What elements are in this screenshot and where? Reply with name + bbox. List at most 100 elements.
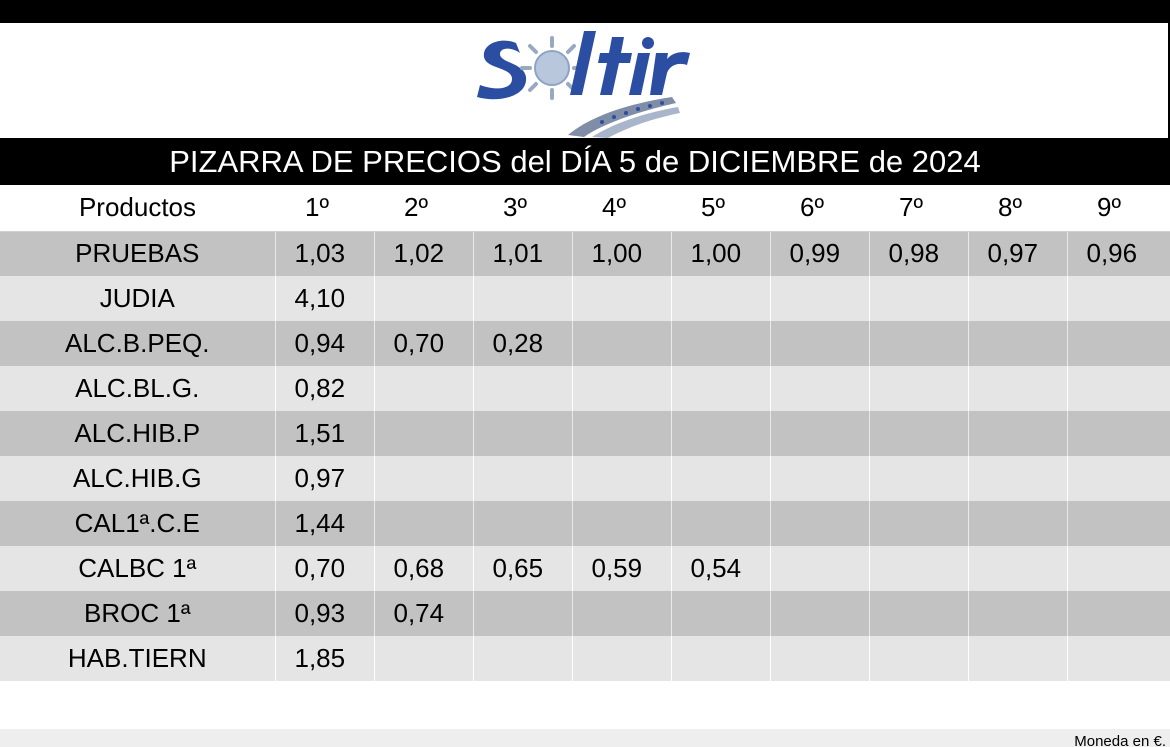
price-cell	[670, 456, 770, 501]
price-cell: 1,85	[274, 636, 374, 681]
price-cell	[868, 501, 968, 546]
price-cell	[670, 411, 770, 456]
price-cell	[472, 276, 572, 321]
price-cell: 0,68	[373, 546, 473, 591]
price-cell	[1066, 456, 1170, 501]
price-cell	[373, 636, 473, 681]
price-cell	[571, 591, 671, 636]
price-cell: 4,10	[274, 276, 374, 321]
price-cell: 1,02	[373, 231, 473, 276]
price-cell	[373, 411, 473, 456]
product-name-cell: HAB.TIERN	[0, 636, 275, 681]
price-cell	[1066, 501, 1170, 546]
price-cell	[868, 456, 968, 501]
price-cell	[571, 276, 671, 321]
price-cell	[769, 591, 869, 636]
table-row: CALBC 1ª 0,70 0,68 0,65 0,59 0,54	[0, 546, 1170, 591]
product-name-cell: JUDIA	[0, 276, 275, 321]
table-row: BROC 1ª 0,93 0,74	[0, 591, 1170, 636]
column-header-price-1: 1º	[275, 185, 374, 232]
table-row: JUDIA 4,10	[0, 276, 1170, 321]
price-cell	[868, 636, 968, 681]
column-header-price-3: 3º	[473, 185, 572, 232]
price-cell	[769, 501, 869, 546]
column-header-products: Productos	[0, 185, 275, 232]
price-cell	[967, 546, 1067, 591]
price-cell: 0,28	[472, 321, 572, 366]
price-cell: 0,65	[472, 546, 572, 591]
price-cell	[769, 366, 869, 411]
price-table-body: PRUEBAS 1,03 1,02 1,01 1,00 1,00 0,99 0,98 0,97 0…	[0, 231, 1170, 681]
price-cell	[967, 591, 1067, 636]
price-cell: 0,59	[571, 546, 671, 591]
price-cell	[571, 636, 671, 681]
price-cell	[868, 591, 968, 636]
price-cell: 0,96	[1066, 231, 1170, 276]
price-cell	[769, 276, 869, 321]
column-header-price-2: 2º	[374, 185, 473, 232]
price-cell	[769, 456, 869, 501]
price-cell: 0,97	[967, 231, 1067, 276]
logo-area	[0, 23, 1170, 138]
product-name-cell: ALC.HIB.P	[0, 411, 275, 456]
product-name-cell: ALC.HIB.G	[0, 456, 275, 501]
table-row: ALC.HIB.P 1,51	[0, 411, 1170, 456]
price-cell: 1,03	[274, 231, 374, 276]
price-cell	[373, 501, 473, 546]
price-cell	[373, 456, 473, 501]
price-cell	[1066, 636, 1170, 681]
sun-road-logo	[477, 31, 690, 138]
footer-band	[0, 729, 1170, 747]
price-cell	[472, 411, 572, 456]
column-header-price-4: 4º	[572, 185, 671, 232]
product-name-cell: PRUEBAS	[0, 231, 275, 276]
price-cell	[868, 546, 968, 591]
price-cell	[670, 636, 770, 681]
price-cell	[472, 456, 572, 501]
column-header-price-9: 9º	[1067, 185, 1170, 232]
currency-note: Moneda en €.	[1074, 733, 1166, 747]
price-cell	[1066, 321, 1170, 366]
price-cell	[571, 321, 671, 366]
price-cell: 0,99	[769, 231, 869, 276]
price-cell	[967, 636, 1067, 681]
price-cell	[472, 501, 572, 546]
product-name-cell: ALC.BL.G.	[0, 366, 275, 411]
price-cell	[373, 276, 473, 321]
table-row: CAL1ª.C.E 1,44	[0, 501, 1170, 546]
table-row: ALC.HIB.G 0,97	[0, 456, 1170, 501]
price-cell	[967, 276, 1067, 321]
page-title: PIZARRA DE PRECIOS del DÍA 5 de DICIEMBR…	[0, 138, 1170, 185]
top-black-bar	[0, 0, 1170, 23]
price-cell	[670, 321, 770, 366]
price-cell	[967, 321, 1067, 366]
table-row: PRUEBAS 1,03 1,02 1,01 1,00 1,00 0,99 0,98 0,97 0…	[0, 231, 1170, 276]
column-header-price-5: 5º	[671, 185, 770, 232]
price-cell	[967, 456, 1067, 501]
product-name-cell: ALC.B.PEQ.	[0, 321, 275, 366]
table-row: ALC.B.PEQ. 0,94 0,70 0,28	[0, 321, 1170, 366]
price-cell	[868, 411, 968, 456]
price-cell	[571, 456, 671, 501]
column-header-price-7: 7º	[869, 185, 968, 232]
table-row: HAB.TIERN 1,85	[0, 636, 1170, 681]
price-cell: 1,00	[670, 231, 770, 276]
price-cell	[1066, 276, 1170, 321]
price-cell: 0,70	[274, 546, 374, 591]
price-cell: 1,00	[571, 231, 671, 276]
price-cell	[472, 366, 572, 411]
price-cell: 0,82	[274, 366, 374, 411]
price-cell: 0,70	[373, 321, 473, 366]
price-cell	[967, 366, 1067, 411]
price-cell	[967, 411, 1067, 456]
price-cell	[472, 636, 572, 681]
price-cell	[769, 321, 869, 366]
price-cell	[769, 411, 869, 456]
price-cell: 1,51	[274, 411, 374, 456]
price-cell	[1066, 546, 1170, 591]
right-edge-bar	[1168, 23, 1170, 138]
price-cell: 1,01	[472, 231, 572, 276]
price-board-table: Productos 1º 2º 3º 4º 5º 6º 7º 8º 9º PRU…	[0, 185, 1170, 681]
product-name-cell: CALBC 1ª	[0, 546, 275, 591]
price-cell	[868, 276, 968, 321]
